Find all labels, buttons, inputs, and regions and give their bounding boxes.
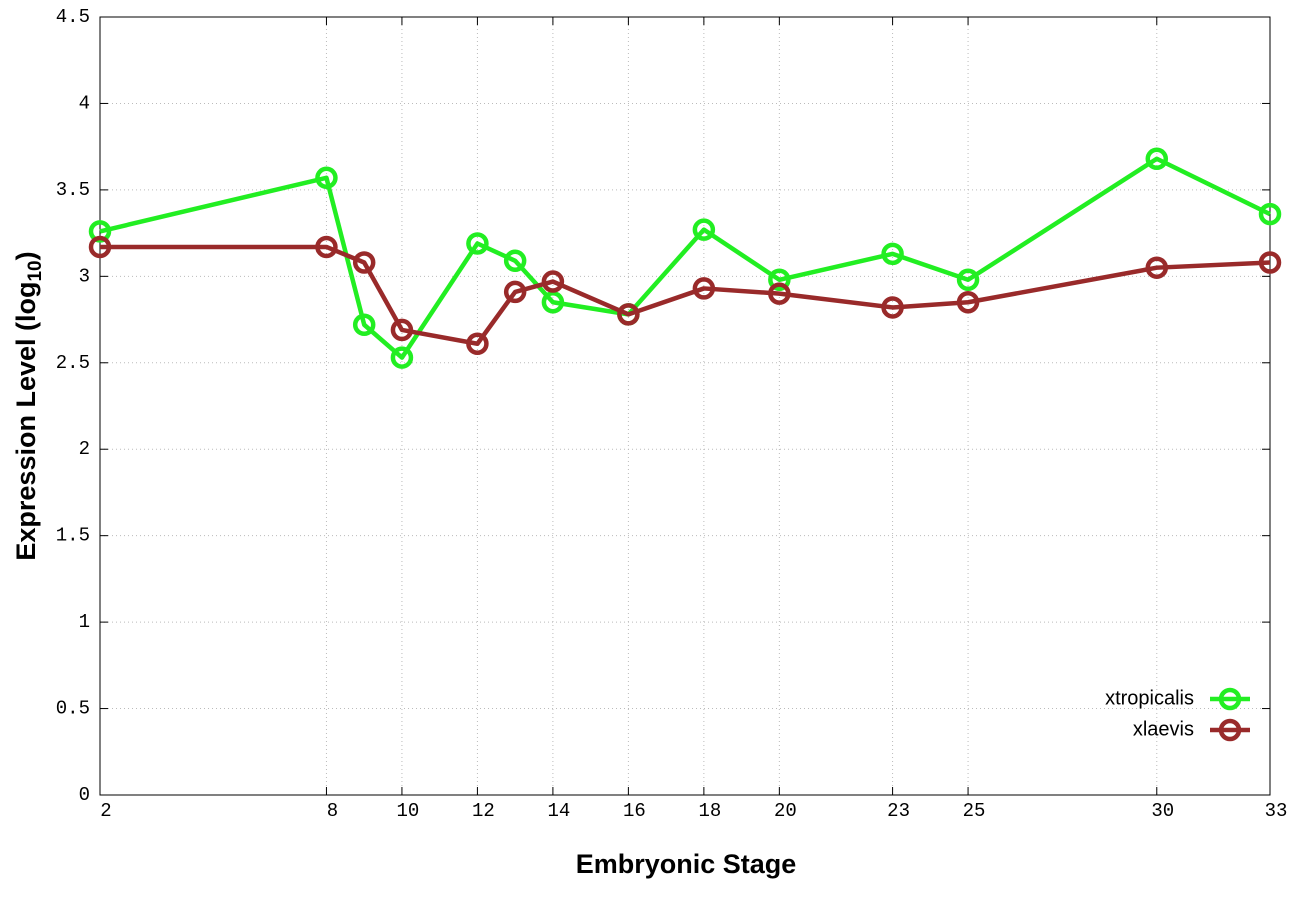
- legend-label: xtropicalis: [1105, 687, 1194, 709]
- data-point: [503, 249, 527, 273]
- data-point: [315, 166, 338, 190]
- x-axis-title: Embryonic Stage: [576, 849, 797, 879]
- series-line: [100, 244, 1271, 347]
- x-tick-label: 20: [774, 800, 797, 822]
- x-tick-label: 8: [327, 800, 338, 822]
- data-point: [352, 251, 376, 274]
- y-axis-title-main: Expression Level (log: [11, 282, 41, 561]
- data-point: [692, 277, 716, 300]
- data-point: [390, 346, 414, 369]
- data-point: [390, 318, 414, 342]
- y-axis-title-sub: 10: [25, 260, 46, 281]
- y-tick-label: 0.5: [56, 698, 90, 720]
- y-tick-label: 3: [79, 265, 90, 287]
- x-tick-label: 18: [698, 800, 721, 822]
- x-tick-label: 25: [963, 800, 986, 822]
- x-tick-label: 16: [623, 800, 646, 822]
- y-tick-label: 2.5: [56, 352, 90, 374]
- data-point: [1258, 251, 1282, 274]
- data-point: [617, 303, 640, 326]
- x-tick-label: 2: [100, 800, 111, 822]
- y-tick-label: 3.5: [56, 179, 90, 201]
- y-tick-label: 1.5: [56, 525, 90, 547]
- data-point: [768, 268, 791, 292]
- y-tick-label: 1: [79, 611, 90, 633]
- data-point: [466, 332, 489, 356]
- data-point: [1145, 147, 1169, 171]
- legend-swatch: [1218, 718, 1242, 742]
- data-point: [315, 235, 338, 259]
- y-axis-title: Expression Level (log10): [11, 251, 46, 560]
- y-tick-label: 4: [79, 92, 90, 114]
- data-point: [1145, 256, 1169, 279]
- y-tick-label: 0: [79, 784, 90, 806]
- data-point: [503, 280, 527, 304]
- data-point: [466, 232, 489, 255]
- data-point: [352, 313, 376, 336]
- x-tick-label: 23: [887, 800, 910, 822]
- data-point: [1258, 202, 1282, 226]
- data-point: [692, 218, 716, 241]
- data-point: [956, 291, 980, 314]
- data-point: [881, 296, 904, 319]
- y-tick-label: 2: [79, 438, 90, 460]
- data-point: [88, 220, 112, 243]
- y-tick-label: 4.5: [56, 6, 90, 28]
- legend-label: xlaevis: [1133, 718, 1194, 740]
- data-point: [768, 282, 791, 305]
- data-point: [881, 242, 904, 266]
- x-tick-label: 12: [472, 800, 495, 822]
- x-tick-label: 33: [1265, 800, 1288, 822]
- x-tick-label: 10: [397, 800, 420, 822]
- y-axis-title-end: ): [11, 251, 41, 260]
- series-line: [99, 156, 1271, 360]
- plot-frame: [99, 16, 1271, 796]
- data-point: [956, 268, 980, 292]
- x-tick-label: 30: [1151, 800, 1174, 822]
- data-point: [541, 291, 565, 314]
- data-point: [88, 235, 112, 259]
- x-tick-label: 14: [547, 800, 570, 822]
- legend-swatch: [1218, 687, 1242, 711]
- data-point: [541, 270, 565, 293]
